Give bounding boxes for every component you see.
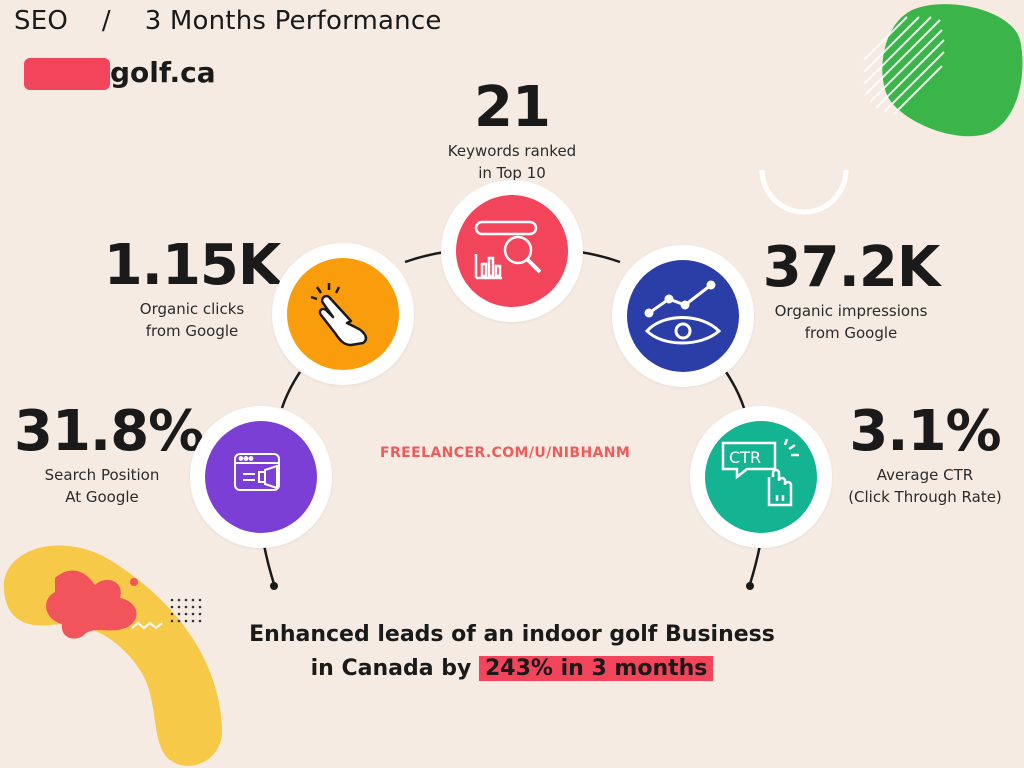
eye-chart-icon <box>641 279 725 353</box>
stat-ctr-badge: CTR <box>690 406 832 548</box>
decor-white-arc <box>756 166 852 216</box>
footer-highlight: 243% in 3 months <box>478 656 714 681</box>
stat-ctr-label-1: Average CTR <box>876 466 974 484</box>
stat-ctr: 3.1% Average CTR (Click Through Rate) <box>836 404 1014 508</box>
page-title: SEO / 3 Months Performance <box>14 6 442 36</box>
stat-impressions-value: 37.2K <box>762 235 941 300</box>
browser-megaphone-icon <box>231 450 291 504</box>
stat-keywords-label-2: in Top 10 <box>478 164 546 182</box>
decor-yellow-blob <box>0 530 230 768</box>
stat-position: 31.8% Search Position At Google <box>14 399 204 508</box>
watermark-text: FREELANCER.COM/U/NIBHANM <box>380 445 631 461</box>
pointer-click-icon <box>303 277 383 351</box>
title-subtitle: 3 Months Performance <box>144 6 442 36</box>
stat-ctr-disc: CTR <box>705 421 817 533</box>
stat-clicks: 1.15K Organic clicks from Google <box>92 238 292 342</box>
footer-line-1: Enhanced leads of an indoor golf Busines… <box>249 622 775 647</box>
stat-position-label-2: At Google <box>65 488 139 506</box>
stat-clicks-disc <box>287 258 399 370</box>
stat-keywords-value: 21 <box>474 75 551 140</box>
ctr-icon-text: CTR <box>729 448 761 467</box>
stat-clicks-label-1: Organic clicks <box>139 300 245 318</box>
stat-impressions-disc <box>627 260 739 372</box>
stat-impressions-label-1: Organic impressions <box>774 302 928 320</box>
decor-green-blob <box>852 0 1024 140</box>
stat-position-disc <box>205 421 317 533</box>
footer-line-2-prefix: in Canada by <box>310 656 479 681</box>
ctr-click-icon: CTR <box>719 435 803 519</box>
stat-clicks-badge <box>272 243 414 385</box>
stat-ctr-value: 3.1% <box>849 399 1001 464</box>
brand-domain: golf.ca <box>110 56 216 89</box>
stat-keywords-disc <box>456 195 568 307</box>
footer-line-2: in Canada by 243% in 3 months <box>200 652 824 686</box>
title-section: SEO <box>14 6 68 36</box>
stat-position-value: 31.8% <box>14 399 204 464</box>
stat-position-badge <box>190 406 332 548</box>
search-analytics-icon <box>472 214 552 288</box>
stat-keywords-label-1: Keywords ranked <box>447 142 577 160</box>
title-separator: / <box>101 6 111 36</box>
stat-keywords-badge <box>441 180 583 322</box>
stat-position-label-1: Search Position <box>44 466 160 484</box>
stat-impressions-badge <box>612 245 754 387</box>
redacted-brand-name <box>24 58 110 90</box>
stat-impressions: 37.2K Organic impressions from Google <box>740 240 962 344</box>
stat-clicks-label-2: from Google <box>145 322 239 340</box>
stat-keywords: 21 Keywords ranked in Top 10 <box>412 80 612 184</box>
stat-ctr-label-2: (Click Through Rate) <box>848 488 1002 506</box>
footer-summary: Enhanced leads of an indoor golf Busines… <box>200 618 824 686</box>
stat-impressions-label-2: from Google <box>804 324 898 342</box>
stat-clicks-value: 1.15K <box>103 233 282 298</box>
